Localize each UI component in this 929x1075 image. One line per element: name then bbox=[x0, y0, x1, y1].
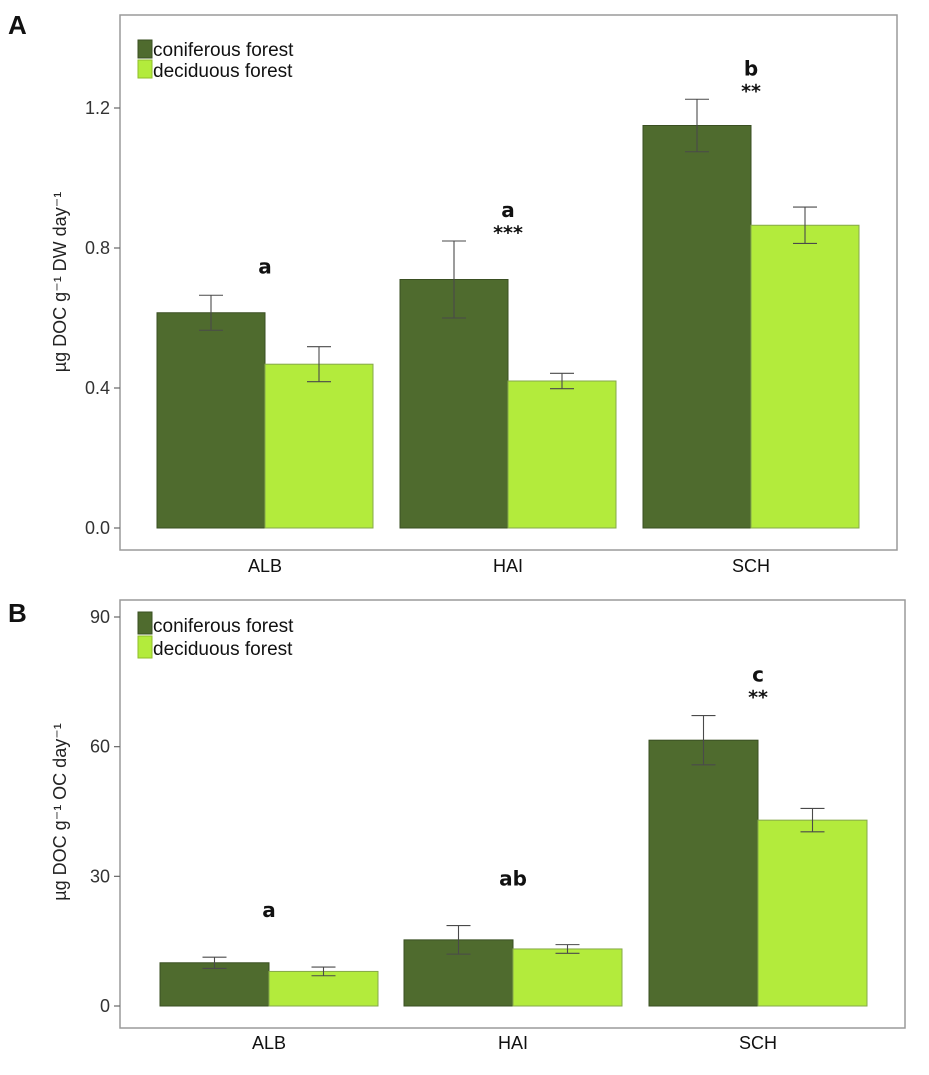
panel-b-plot-frame bbox=[119, 599, 906, 1029]
panel-b-bar-sch-coniferous bbox=[648, 739, 759, 1007]
panel-a-legend-swatch-deciduous bbox=[137, 59, 153, 79]
panel-b-bar-alb-deciduous bbox=[268, 970, 379, 1007]
panel-b-y-tick-label: 90 bbox=[90, 607, 110, 627]
panel-a-x-category-label: ALB bbox=[248, 556, 282, 576]
panel-a-error-bar-sch-coniferous bbox=[685, 98, 709, 153]
panel-a-label: A bbox=[8, 10, 27, 40]
panel-a-plot-frame bbox=[119, 14, 898, 551]
panel-a-significance-stars: ** bbox=[741, 80, 761, 102]
panel-a-significance-stars: *** bbox=[493, 222, 523, 244]
panel-a-x-category-label: HAI bbox=[493, 556, 523, 576]
panel-a-group-letter: b bbox=[744, 56, 758, 80]
panel-b-group-letter: c bbox=[752, 663, 764, 687]
panel-b-bar-hai-deciduous bbox=[512, 948, 623, 1007]
panel-a-legend-label-coniferous: coniferous forest bbox=[153, 40, 294, 61]
panel-b-label: B bbox=[8, 598, 27, 628]
panel-b-x-category-label: SCH bbox=[739, 1033, 777, 1053]
panel-a-bar-sch-deciduous bbox=[750, 224, 860, 529]
panel-b-error-bar-alb-coniferous bbox=[202, 956, 227, 969]
panel-a-bar-hai-deciduous bbox=[507, 380, 617, 529]
panel-b-x-category-label: ALB bbox=[252, 1033, 286, 1053]
panel-a-y-tick-label: 0.0 bbox=[85, 518, 110, 538]
panel-b-significance-stars: ** bbox=[748, 687, 768, 709]
panel-a-y-tick-label: 0.4 bbox=[85, 378, 110, 398]
panel-b-legend-label-coniferous: coniferous forest bbox=[153, 616, 294, 637]
panel-b-bar-alb-coniferous bbox=[159, 962, 270, 1007]
panel-b-group-letter: ab bbox=[499, 867, 527, 891]
panel-b-error-bar-hai-coniferous bbox=[446, 925, 471, 955]
panel-a: A µg DOC g⁻¹ DW day⁻¹ 0.0 0.4 0.8 1.2 ALB HA… bbox=[8, 10, 898, 576]
panel-b-legend-swatch-coniferous bbox=[137, 611, 153, 635]
panel-a-group-letter: a bbox=[501, 198, 515, 222]
panel-a-y-tick-label: 0.8 bbox=[85, 238, 110, 258]
panel-a-x-category-label: SCH bbox=[732, 556, 770, 576]
panel-b-x-category-label: HAI bbox=[498, 1033, 528, 1053]
panel-b-y-tick-label: 30 bbox=[90, 866, 110, 886]
panel-a-y-axis-title: µg DOC g⁻¹ DW day⁻¹ bbox=[50, 192, 70, 372]
panel-a-error-bar-alb-deciduous bbox=[307, 346, 331, 383]
panel-b-error-bar-sch-coniferous bbox=[691, 714, 716, 766]
panel-b-bar-sch-deciduous bbox=[757, 819, 868, 1007]
panel-b-y-tick-label: 0 bbox=[100, 996, 110, 1016]
panel-b-y-tick-label: 60 bbox=[90, 737, 110, 757]
panel-a-legend-swatch-coniferous bbox=[137, 39, 153, 59]
panel-b-group-letter: a bbox=[262, 898, 276, 922]
panel-a-bar-sch-coniferous bbox=[642, 125, 752, 529]
panel-b-error-bar-hai-deciduous bbox=[555, 944, 580, 954]
panel-a-bar-hai-coniferous bbox=[399, 279, 509, 529]
panel-a-legend-label-deciduous: deciduous forest bbox=[153, 61, 293, 82]
panel-a-y-tick-label: 1.2 bbox=[85, 98, 110, 118]
panel-a-error-bar-hai-coniferous bbox=[442, 240, 466, 319]
panel-a-error-bar-sch-deciduous bbox=[793, 206, 817, 244]
panel-a-group-letter: a bbox=[258, 254, 272, 278]
panel-b-legend-swatch-deciduous bbox=[137, 635, 153, 659]
panel-b-error-bar-sch-deciduous bbox=[800, 807, 825, 833]
panel-a-bar-alb-deciduous bbox=[264, 363, 374, 529]
panel-b-y-axis-title: µg DOC g⁻¹ OC day⁻¹ bbox=[50, 723, 70, 900]
panel-b-legend-label-deciduous: deciduous forest bbox=[153, 639, 293, 660]
panel-b-legend: coniferous forest deciduous forest bbox=[137, 611, 294, 660]
panel-a-error-bar-hai-deciduous bbox=[550, 372, 574, 390]
panel-b-error-bar-alb-deciduous bbox=[311, 966, 336, 977]
panel-a-legend: coniferous forest deciduous forest bbox=[137, 39, 294, 82]
panel-a-error-bar-alb-coniferous bbox=[199, 294, 223, 331]
panel-a-bar-alb-coniferous bbox=[156, 312, 266, 529]
